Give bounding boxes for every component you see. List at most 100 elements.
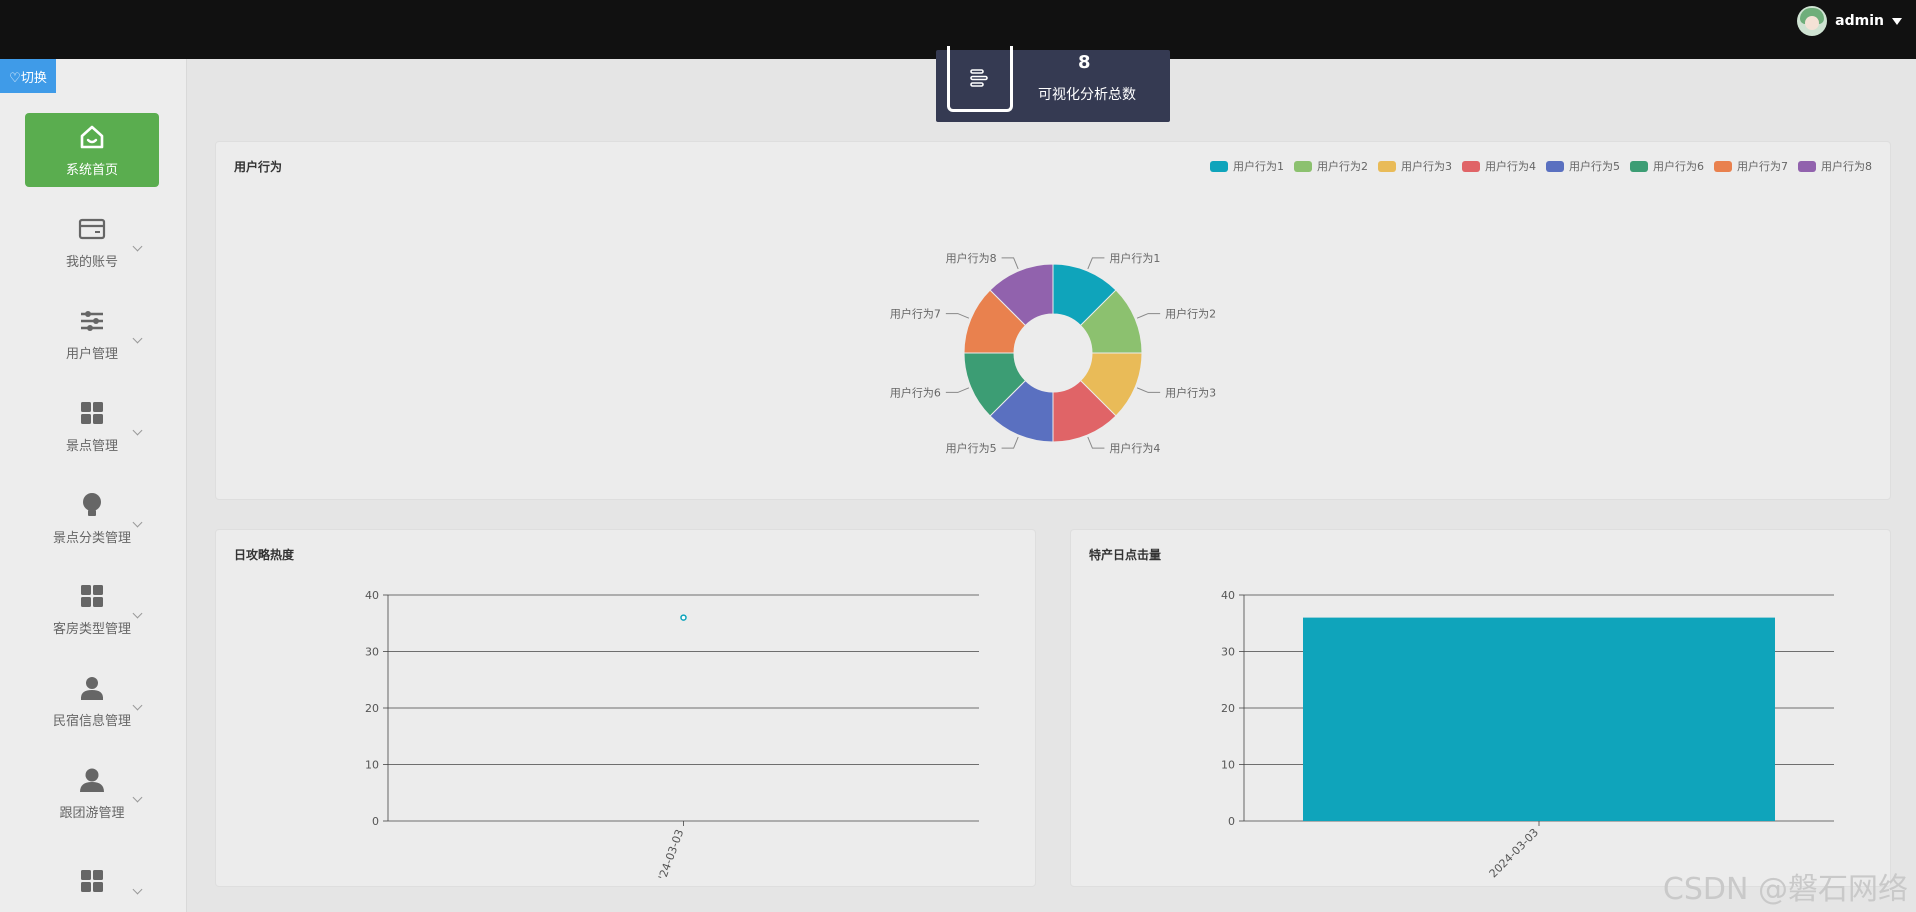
legend-item[interactable]: 用户行为6: [1630, 158, 1704, 174]
switch-button[interactable]: ♡切换: [0, 59, 56, 93]
chevron-down-icon: [132, 517, 143, 528]
legend-label: 用户行为2: [1317, 160, 1368, 173]
pie-label: 用户行为2: [1165, 307, 1216, 321]
grid-icon: [78, 867, 106, 895]
sidebar-item-homestays[interactable]: 民宿信息管理: [25, 664, 159, 738]
sliders-icon: [78, 307, 106, 335]
watermark: CSDN @磐石网络: [1662, 872, 1908, 907]
sidebar-item-room-types[interactable]: 客房类型管理: [25, 572, 159, 646]
top-bar: admin: [0, 0, 1916, 59]
legend-label: 用户行为7: [1737, 160, 1788, 173]
pie-label: 用户行为8: [946, 251, 997, 265]
user-icon: [78, 766, 106, 794]
pie-label-line: [945, 387, 970, 393]
y-tick-label: 20: [365, 702, 379, 715]
chart-legend: 用户行为1 用户行为2 用户行为3 用户行为4 用户行为5 用户行为6 用户行为7 用户行为8: [1210, 158, 1872, 174]
y-tick-label: 20: [1221, 702, 1235, 715]
daily-guide-panel: 日攻略热度 0 10 20 30 40 '24-03-03: [215, 529, 1036, 887]
chevron-down-icon: [132, 792, 143, 803]
sidebar-item-attraction-categories[interactable]: 景点分类管理: [25, 481, 159, 555]
avatar[interactable]: [1797, 6, 1828, 36]
stat-card: 8 可视化分析总数: [936, 46, 1170, 122]
legend-item[interactable]: 用户行为8: [1798, 158, 1872, 174]
sidebar-item-label: 系统首页: [65, 162, 118, 178]
legend-item[interactable]: 用户行为2: [1294, 158, 1368, 174]
sidebar-item-label: 客房类型管理: [52, 621, 131, 637]
legend-item[interactable]: 用户行为3: [1378, 158, 1452, 174]
panel-title: 日攻略热度: [234, 548, 295, 562]
legend-label: 用户行为5: [1569, 160, 1620, 173]
home-icon: [78, 123, 106, 151]
line-point: [680, 614, 687, 621]
user-menu[interactable]: admin: [1797, 6, 1902, 36]
sidebar-item-label: 我的账号: [65, 254, 118, 270]
grid-icon: [78, 582, 106, 610]
donut-chart: 用户行为1 用户行为2 用户行为3 用户行为4 用户行为5 用户行为6 用户行为7 用户行为8: [890, 251, 1216, 455]
y-tick-label: 30: [1221, 646, 1235, 659]
grid-icon: [78, 399, 106, 427]
legend-swatch: [1630, 160, 1648, 172]
bulb-icon: [78, 491, 106, 519]
sidebar-item-more[interactable]: [25, 848, 159, 912]
sidebar: ♡切换 系统首页 我的账号 用户管理 景点管理 景点分类管理: [0, 59, 187, 912]
chevron-down-icon: [132, 700, 143, 711]
pie-label-line: [1136, 313, 1161, 319]
legend-swatch: [1714, 160, 1732, 172]
pie-label-line: [1136, 387, 1161, 393]
pie-label-line: [1001, 257, 1019, 270]
y-tick-label: 40: [1221, 589, 1235, 602]
sidebar-item-users[interactable]: 用户管理: [25, 297, 159, 371]
text-lines-icon: [947, 46, 1013, 112]
user-behavior-panel: 用户行为 用户行为1 用户行为2 用户行为3 用户行为4 用户行为5 用户行为6 用户行为7…: [215, 141, 1891, 500]
specialty-panel: 特产日点击量 0 10 20 30 40 2024-03-03: [1070, 529, 1891, 887]
pie-label: 用户行为7: [890, 307, 941, 321]
legend-item[interactable]: 用户行为7: [1714, 158, 1788, 174]
caret-down-icon[interactable]: [1892, 17, 1902, 25]
pie-label: 用户行为1: [1109, 251, 1160, 265]
sidebar-item-attractions[interactable]: 景点管理: [25, 389, 159, 463]
legend-swatch: [1294, 160, 1312, 172]
chevron-down-icon: [132, 425, 143, 436]
legend-swatch: [1798, 160, 1816, 172]
sidebar-item-label: 景点分类管理: [52, 530, 131, 546]
legend-item[interactable]: 用户行为1: [1210, 158, 1284, 174]
legend-swatch: [1378, 160, 1396, 172]
legend-swatch: [1210, 160, 1228, 172]
y-tick-label: 0: [372, 815, 379, 828]
sidebar-item-account[interactable]: 我的账号: [25, 205, 159, 279]
pie-label: 用户行为4: [1109, 441, 1160, 455]
pie-label-line: [945, 313, 970, 319]
legend-item[interactable]: 用户行为5: [1546, 158, 1620, 174]
user-stamp-icon: [78, 674, 106, 702]
pie-label: 用户行为3: [1165, 385, 1216, 399]
pie-slice: [989, 263, 1054, 327]
legend-label: 用户行为6: [1653, 160, 1704, 173]
username[interactable]: admin: [1835, 13, 1884, 29]
pie-label-line: [1087, 436, 1105, 449]
pie-label: 用户行为5: [946, 441, 997, 455]
wallet-icon: [78, 215, 106, 243]
pie-label: 用户行为6: [890, 385, 941, 399]
chevron-down-icon: [132, 884, 143, 895]
bar: [1303, 617, 1775, 821]
sidebar-item-group-tours[interactable]: 跟团游管理: [25, 756, 159, 830]
sidebar-item-label: 跟团游管理: [59, 805, 125, 821]
legend-item[interactable]: 用户行为4: [1462, 158, 1536, 174]
stat-value: 8: [1078, 52, 1091, 73]
y-tick-label: 40: [365, 589, 379, 602]
stat-label: 可视化分析总数: [1038, 87, 1136, 103]
line-chart: 0 10 20 30 40 '24-03-03: [365, 589, 979, 882]
legend-label: 用户行为1: [1233, 160, 1284, 173]
legend-label: 用户行为8: [1821, 160, 1872, 173]
legend-swatch: [1462, 160, 1480, 172]
sidebar-item-home[interactable]: 系统首页: [25, 113, 159, 187]
chevron-down-icon: [132, 241, 143, 252]
panel-title: 特产日点击量: [1089, 548, 1162, 562]
y-tick-label: 30: [365, 646, 379, 659]
chevron-down-icon: [132, 608, 143, 619]
sidebar-item-label: 用户管理: [65, 346, 118, 362]
legend-swatch: [1546, 160, 1564, 172]
chevron-down-icon: [132, 333, 143, 344]
pie-label-line: [1087, 257, 1105, 270]
pie-label-line: [1001, 436, 1019, 449]
